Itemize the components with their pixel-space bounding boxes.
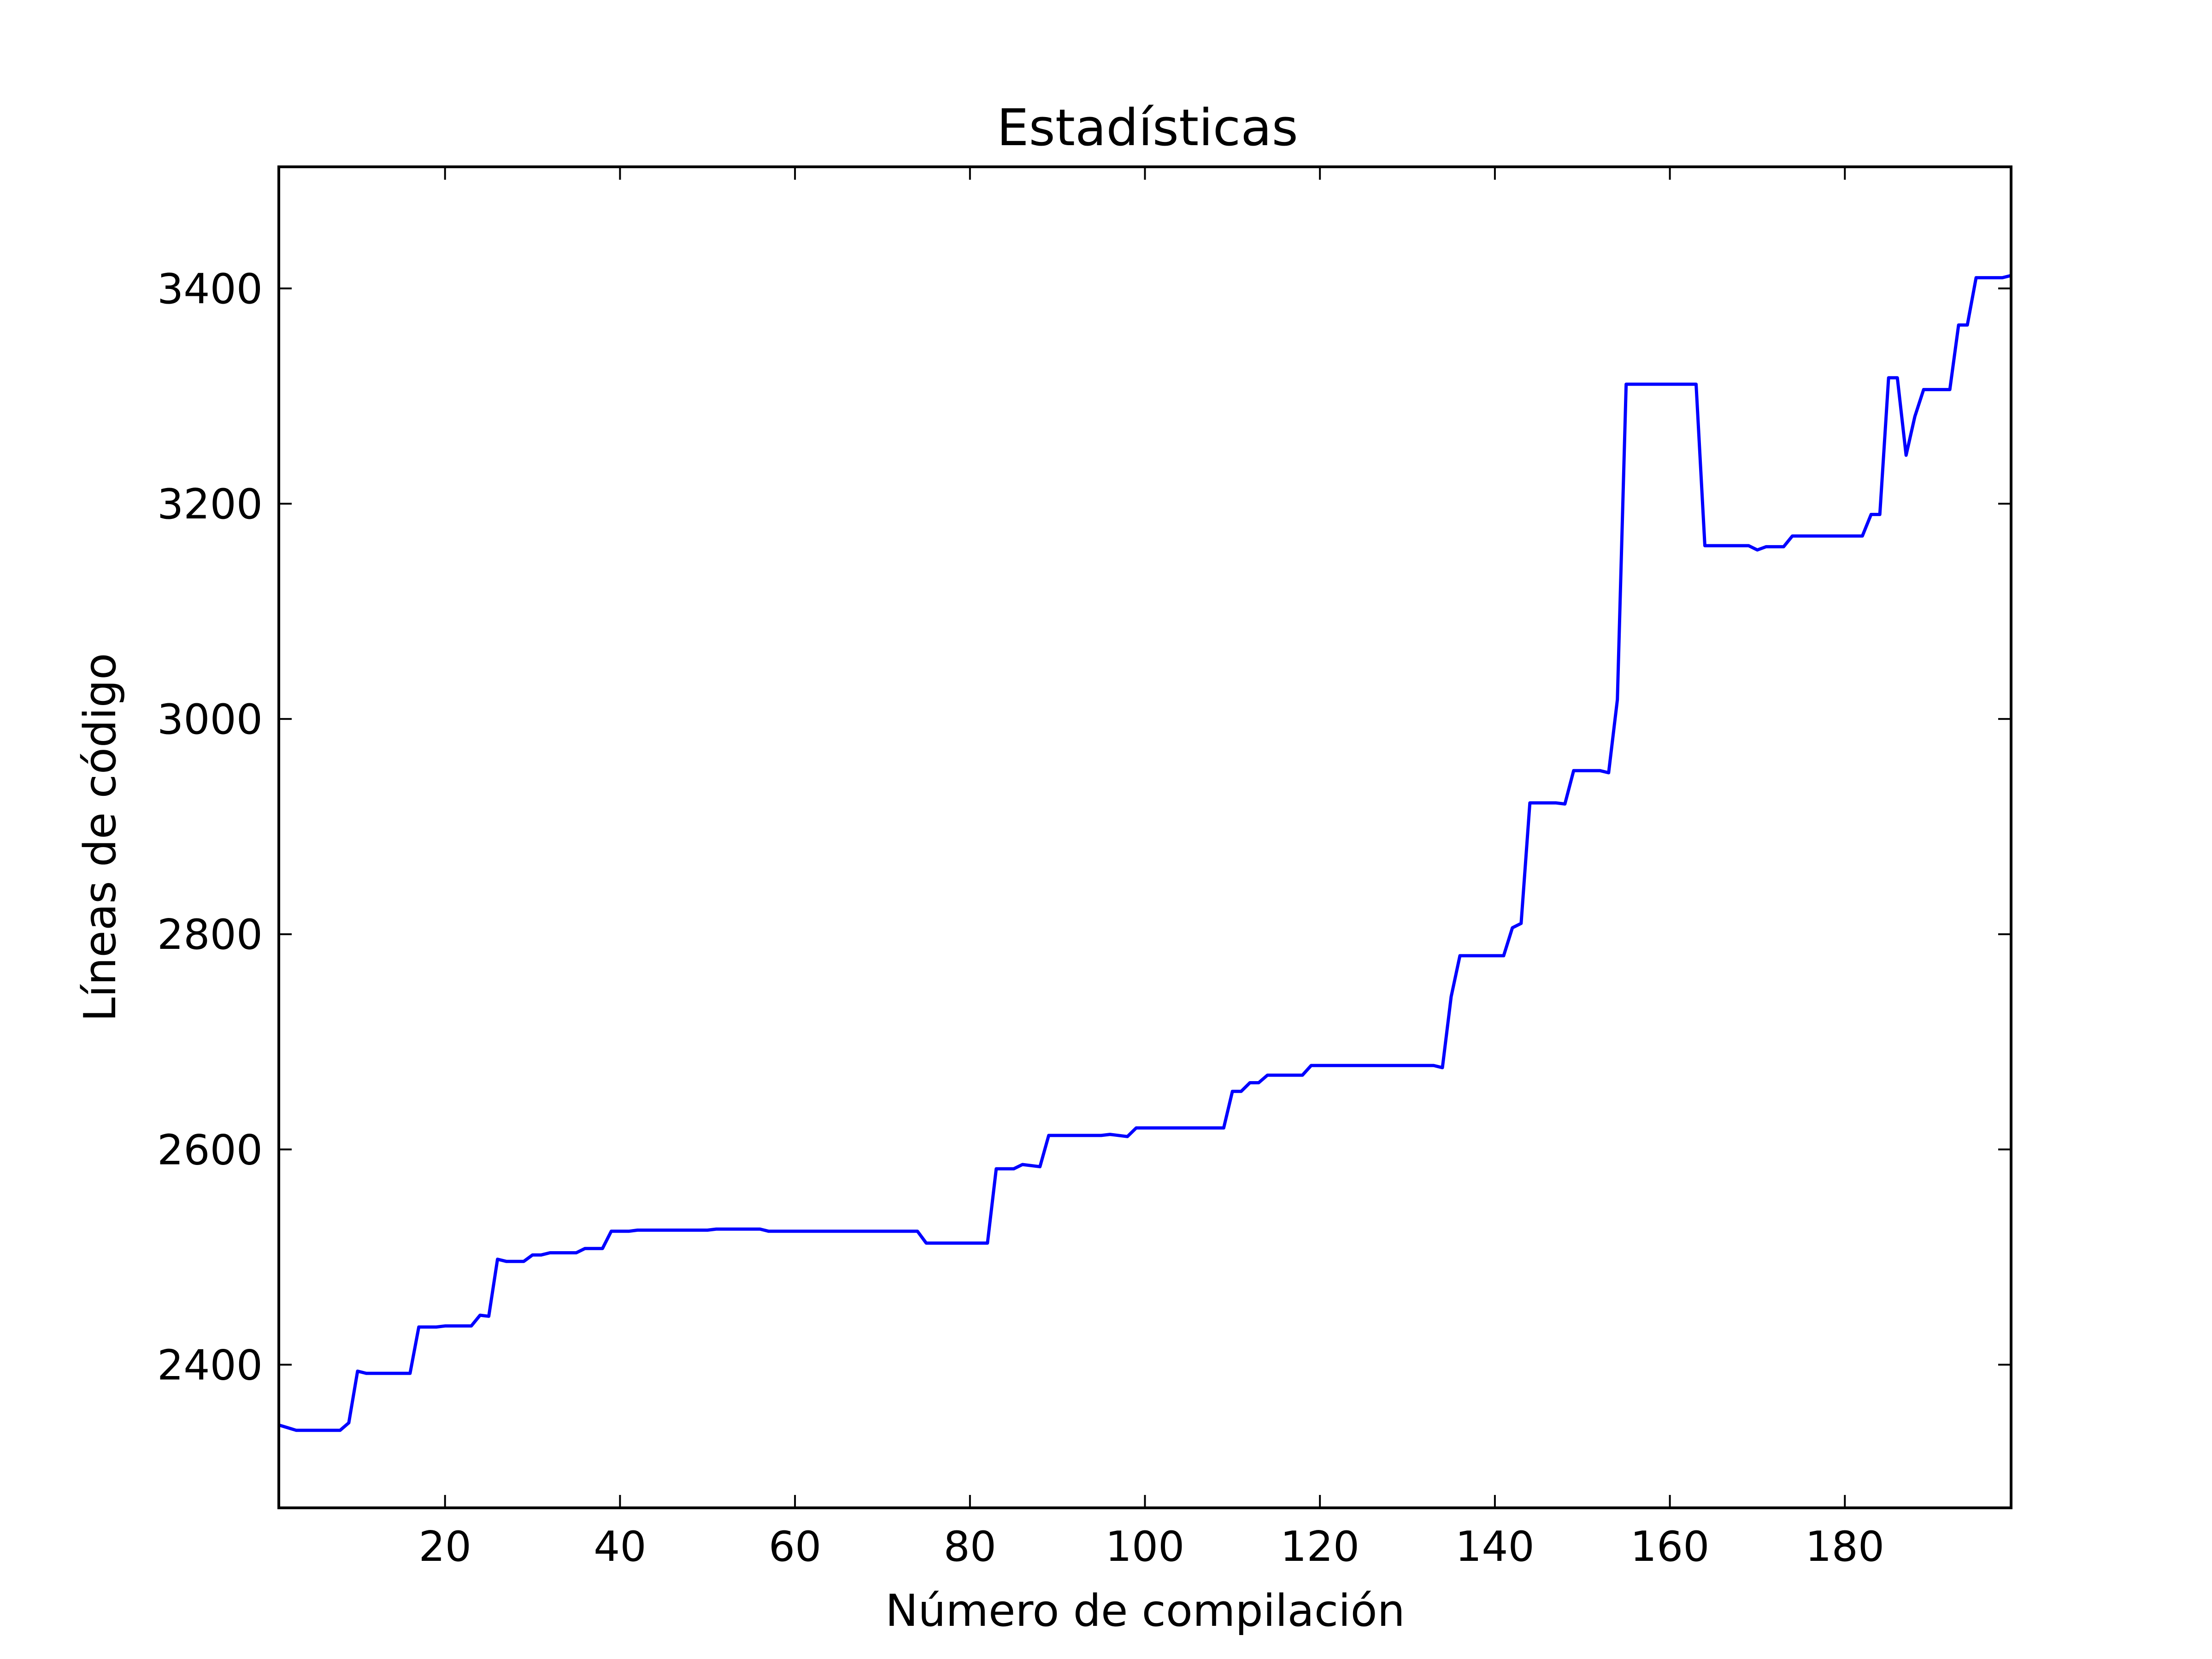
y-tick-label: 3400	[157, 265, 263, 313]
y-tick-label: 3200	[157, 480, 263, 529]
data-series-line	[279, 274, 2011, 1432]
x-tick-label: 60	[769, 1523, 822, 1571]
x-tick-label: 120	[1280, 1523, 1359, 1571]
plot-area	[279, 167, 2011, 1508]
x-tick-label: 40	[594, 1523, 647, 1571]
y-axis-label: Líneas de código	[75, 653, 126, 1022]
y-tick-label: 2600	[157, 1126, 263, 1174]
x-axis-label: Número de compilación	[885, 1586, 1405, 1636]
plot-frame	[277, 165, 2012, 1509]
chart-title: Estadísticas	[997, 98, 1298, 157]
x-tick-label: 180	[1805, 1523, 1884, 1571]
x-tick-label: 20	[418, 1523, 471, 1571]
y-tick-label: 2800	[157, 911, 263, 959]
x-tick-label: 160	[1630, 1523, 1710, 1571]
x-tick-label: 140	[1455, 1523, 1535, 1571]
y-tick-label: 2400	[157, 1341, 263, 1389]
x-tick-label: 100	[1106, 1523, 1185, 1571]
x-tick-label: 80	[944, 1523, 997, 1571]
y-tick-label: 3000	[157, 695, 263, 744]
